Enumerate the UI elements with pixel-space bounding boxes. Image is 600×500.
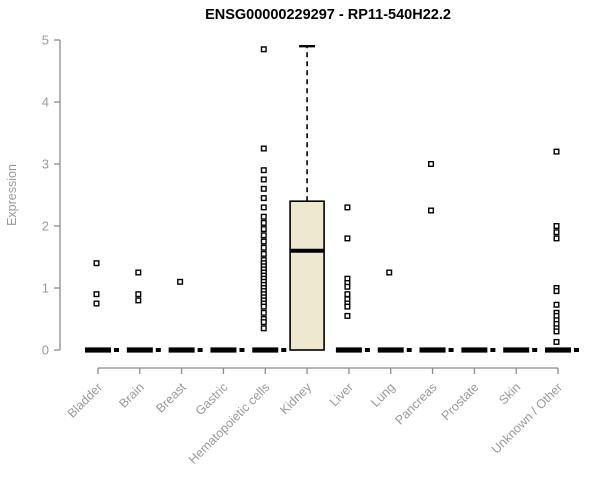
outlier-point (260, 195, 267, 202)
outlier-point (428, 160, 435, 167)
category-label: Skin (496, 380, 523, 407)
outlier-point (553, 288, 560, 295)
category-label: Prostate (439, 380, 482, 423)
outlier-point (344, 235, 351, 242)
outlier-point (93, 260, 100, 267)
outlier-point (260, 244, 267, 251)
zero-bar-nub (364, 348, 370, 352)
category-label: Breast (153, 380, 189, 416)
zero-bar-nub (532, 348, 538, 352)
outlier-point (553, 328, 560, 335)
y-tick-label: 5 (42, 33, 49, 48)
outlier-point (260, 213, 267, 220)
outlier-point (260, 319, 267, 326)
y-tick-label: 4 (42, 95, 49, 110)
category-label: Hematopoietic cells (186, 380, 273, 467)
zero-bar (377, 347, 404, 353)
zero-bar-nub (406, 348, 412, 352)
outlier-point (260, 167, 267, 174)
outlier-point (260, 238, 267, 245)
outlier-point (553, 148, 560, 155)
outlier-point (135, 269, 142, 276)
y-tick-label: 1 (42, 281, 49, 296)
outlier-point (386, 269, 393, 276)
outlier-point (260, 232, 267, 239)
category-label: Unknown / Other (489, 380, 565, 456)
category-label: Bladder (65, 380, 105, 420)
category-label: Kidney (277, 380, 314, 417)
zero-bar (126, 347, 153, 353)
outlier-point (93, 291, 100, 298)
outlier-point (553, 338, 560, 345)
outlier-point (344, 312, 351, 319)
zero-bar (545, 347, 571, 353)
zero-bar-nub (114, 348, 119, 352)
outlier-point (260, 185, 267, 192)
zero-bar-nub (448, 348, 454, 352)
zero-bar (503, 347, 530, 353)
category-label: Pancreas (392, 380, 439, 427)
zero-bar (252, 347, 279, 353)
outlier-point (177, 278, 184, 285)
outlier-point (344, 303, 351, 310)
outlier-point (260, 325, 267, 332)
zero-bar (168, 347, 195, 353)
outlier-point (260, 226, 267, 233)
zero-bar-nub (281, 348, 287, 352)
zero-bar-nub (574, 348, 579, 352)
outlier-point (260, 303, 267, 310)
box-kidney (289, 200, 325, 351)
zero-bar (461, 347, 488, 353)
outlier-point (553, 235, 560, 242)
outlier-point (428, 207, 435, 214)
outlier-point (135, 291, 142, 298)
outlier-point (553, 301, 560, 308)
outlier-point (260, 219, 267, 226)
outlier-point (260, 145, 267, 152)
outlier-point (344, 204, 351, 211)
category-label: Liver (327, 380, 356, 409)
outlier-point (553, 222, 560, 229)
y-tick-label: 3 (42, 157, 49, 172)
outlier-point (344, 291, 351, 298)
chart-title: ENSG00000229297 - RP11-540H22.2 (205, 7, 451, 23)
category-label: Lung (368, 380, 398, 410)
y-tick-label: 0 (42, 343, 49, 358)
outlier-point (260, 204, 267, 211)
zero-bar (335, 347, 362, 353)
zero-bar (85, 347, 111, 353)
y-tick-label: 2 (42, 219, 49, 234)
outlier-point (344, 283, 351, 290)
outlier-point (93, 300, 100, 307)
category-label: Brain (116, 380, 147, 411)
outlier-point (135, 297, 142, 304)
zero-bar (419, 347, 446, 353)
outlier-point (260, 309, 267, 316)
outlier-point (553, 229, 560, 236)
zero-bar-nub (239, 348, 245, 352)
outlier-point (260, 250, 267, 257)
zero-bar-nub (155, 348, 161, 352)
zero-bar-nub (490, 348, 496, 352)
outlier-point (260, 46, 267, 53)
zero-bar-nub (197, 348, 203, 352)
category-label: Gastric (193, 380, 231, 418)
zero-bar (210, 347, 237, 353)
outlier-point (260, 176, 267, 183)
